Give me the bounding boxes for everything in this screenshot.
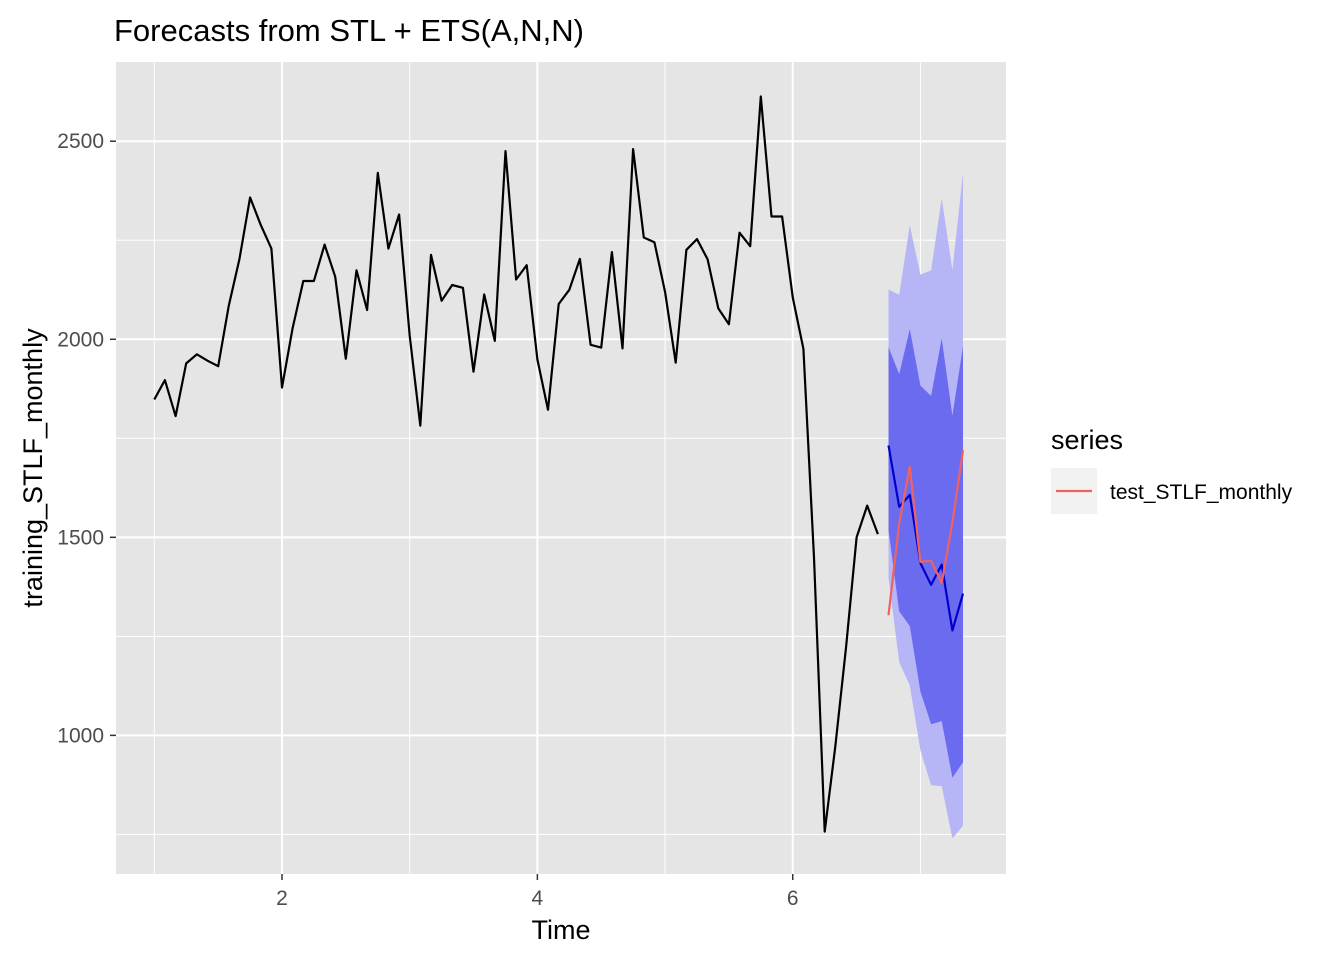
y-tick-label: 2000 — [57, 328, 104, 351]
forecast-mean-line — [887, 445, 965, 632]
x-tick-label: 6 — [787, 887, 799, 910]
series-lines — [153, 95, 965, 833]
y-axis-title: training_STLF_monthly — [18, 328, 48, 608]
legend: series test_STLF_monthly — [1051, 425, 1293, 514]
y-tick-label: 1500 — [57, 526, 104, 549]
legend-title: series — [1051, 425, 1123, 455]
test-line — [887, 450, 965, 616]
grid-minor — [116, 62, 1006, 874]
interval-80-band — [888, 329, 963, 778]
y-tick-label: 1000 — [57, 724, 104, 747]
prediction-intervals — [888, 172, 963, 839]
chart-title: Forecasts from STL + ETS(A,N,N) — [114, 13, 584, 48]
x-tick-label: 2 — [276, 887, 288, 910]
legend-entry-test: test_STLF_monthly — [1110, 481, 1293, 504]
x-axis-title: Time — [532, 915, 591, 945]
plot-panel — [116, 62, 1006, 874]
training-line — [153, 95, 879, 833]
axis-ticks: 2 4 6 1000 1500 2000 2500 — [57, 130, 798, 910]
y-tick-label: 2500 — [57, 130, 104, 153]
x-tick-label: 4 — [532, 887, 544, 910]
